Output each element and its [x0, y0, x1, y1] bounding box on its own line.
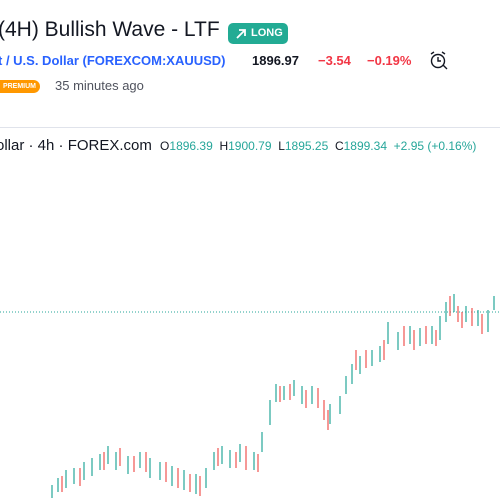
legend: ollar · 4h · FOREX.com O1896.39 H1900.79… — [0, 137, 476, 154]
close: 1899.34 — [343, 139, 387, 153]
legend-change: +2.95 (+0.16%) — [393, 139, 477, 153]
premium-badge: PREMIUM — [0, 80, 40, 93]
open: 1896.39 — [169, 139, 213, 153]
change-percent: −0.19% — [367, 53, 412, 68]
down-bars — [61, 296, 483, 496]
low: 1895.25 — [284, 139, 329, 153]
alarm-icon[interactable] — [428, 50, 450, 72]
published-time: 35 minutes ago — [55, 78, 144, 93]
low-label: L — [278, 139, 285, 153]
up-bars — [51, 294, 495, 498]
change: −3.54 — [318, 53, 351, 68]
symbol-link[interactable]: t / U.S. Dollar (FOREXCOM:XAUUSD) — [0, 53, 226, 68]
long-badge[interactable]: LONG — [228, 23, 288, 44]
ohlc: O1896.39 H1900.79 L1895.25 C1899.34 +2.9… — [160, 139, 476, 153]
legend-symbol: ollar · 4h · FOREX.com — [0, 137, 152, 154]
price: 1896.97 — [252, 53, 299, 68]
arrow-icon — [236, 29, 246, 39]
high: 1900.79 — [228, 139, 272, 153]
open-label: O — [160, 139, 170, 153]
close-label: C — [334, 139, 344, 153]
separator — [0, 127, 500, 128]
badge-text: LONG — [251, 27, 283, 39]
high-label: H — [219, 139, 229, 153]
idea-title: (4H) Bullish Wave - LTF — [0, 18, 220, 41]
